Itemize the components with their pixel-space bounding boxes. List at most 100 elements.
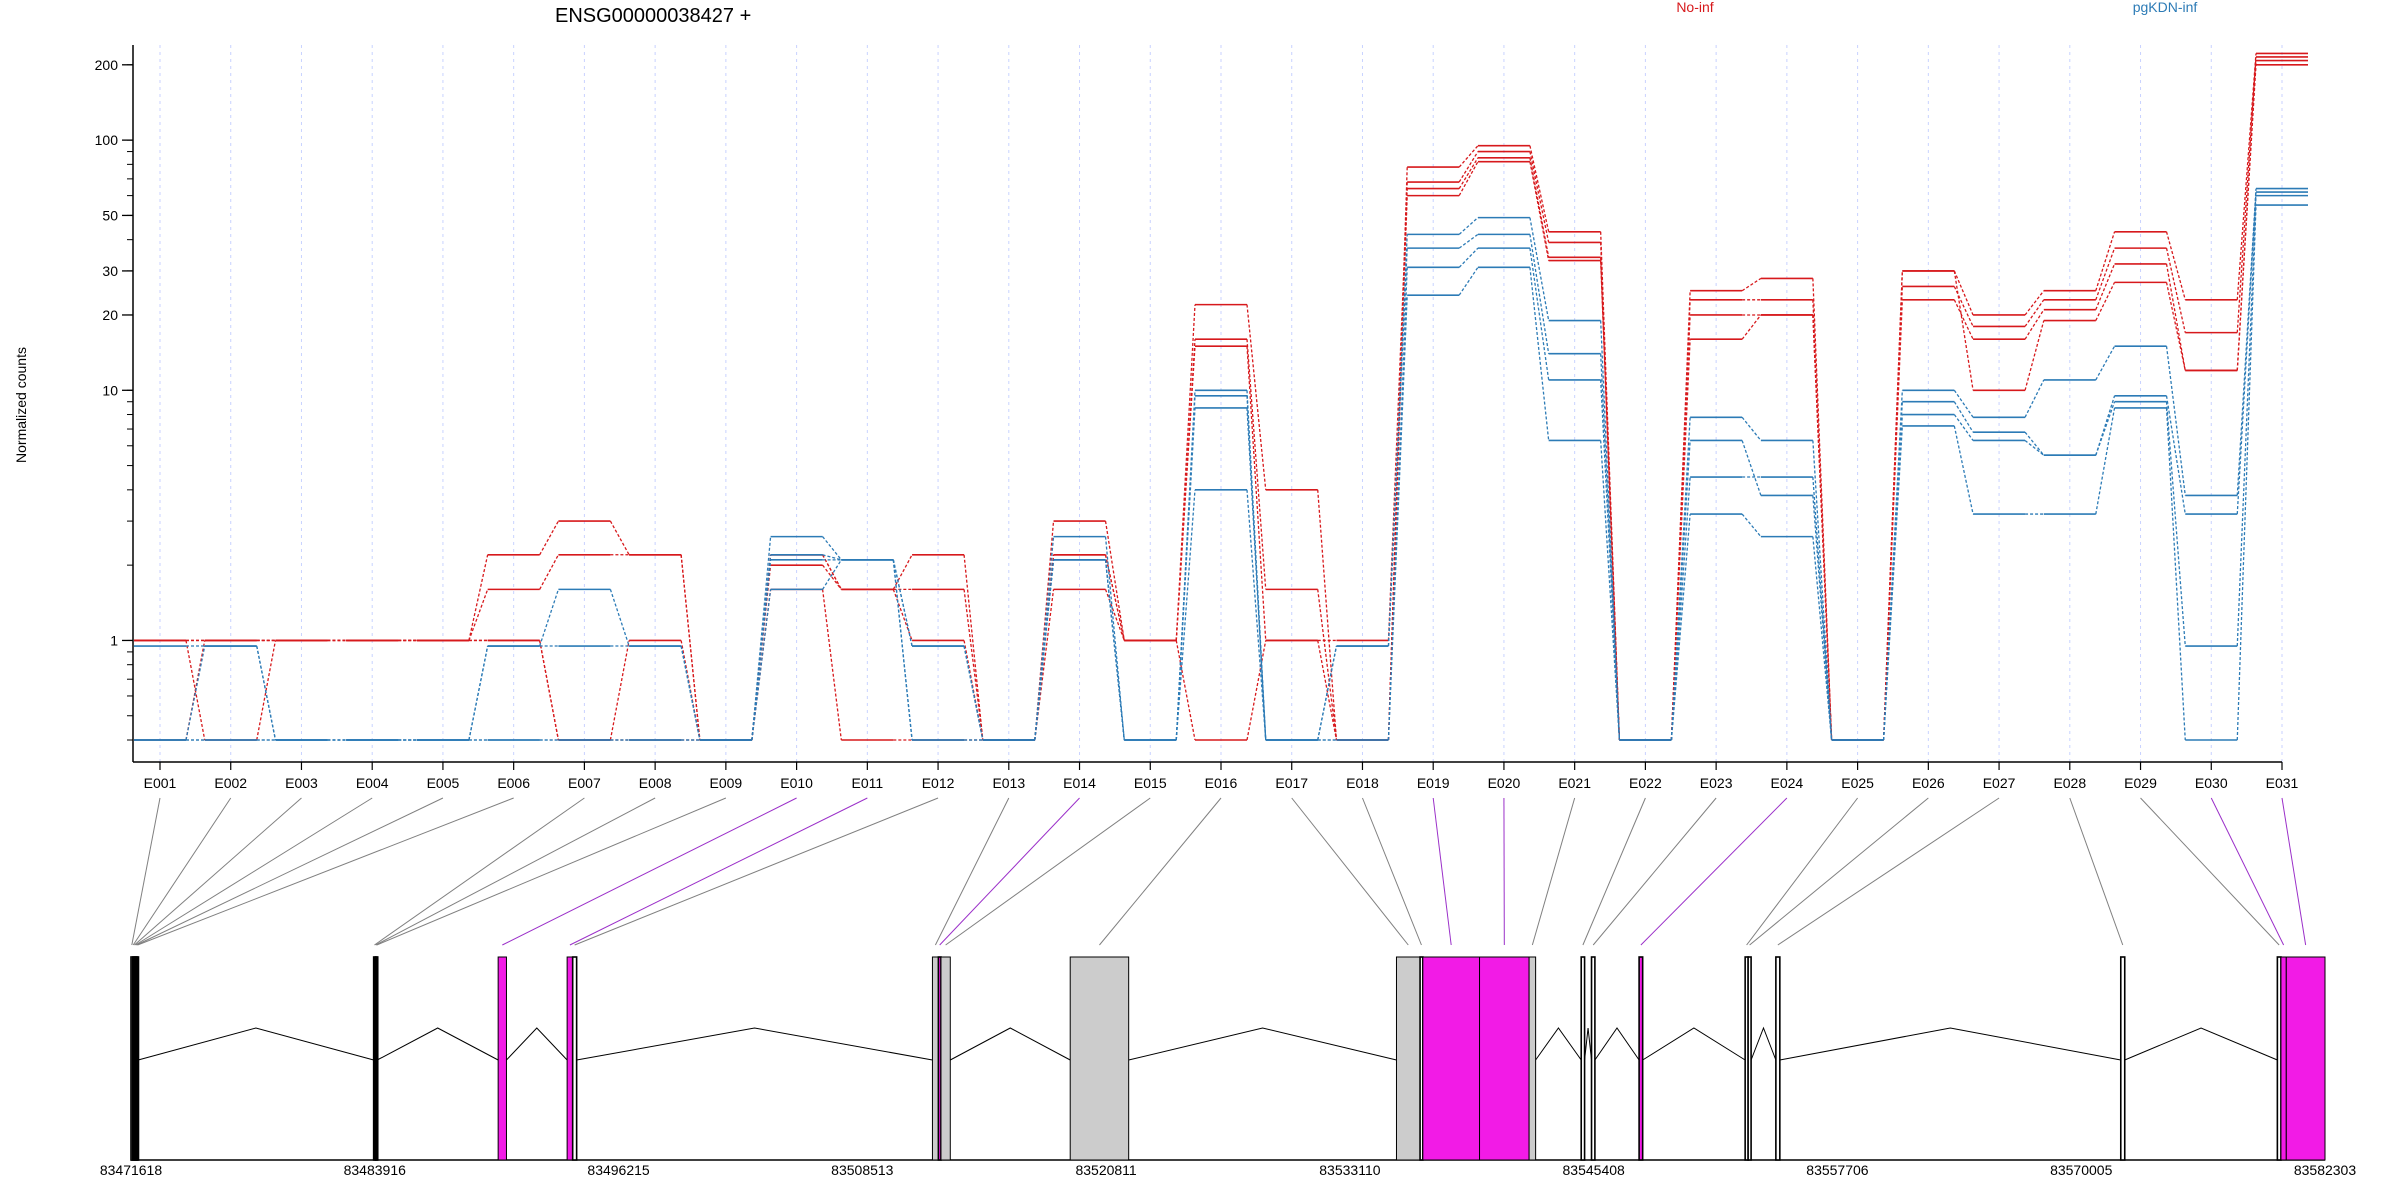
data-connector bbox=[2095, 345, 2116, 381]
data-connector bbox=[2024, 290, 2045, 316]
exon-connector bbox=[1291, 797, 1409, 946]
data-connector bbox=[1953, 270, 1974, 316]
exon-connector bbox=[376, 797, 727, 946]
data-connector bbox=[1882, 425, 1903, 741]
x-tick-label: E003 bbox=[285, 775, 318, 791]
intron bbox=[376, 1027, 499, 1061]
x-tick-label: E019 bbox=[1417, 775, 1450, 791]
series-lines bbox=[134, 52, 2308, 741]
exon-bin bbox=[1069, 956, 1130, 1161]
data-connector bbox=[539, 554, 559, 590]
data-connector bbox=[2095, 395, 2116, 456]
x-tick-label: E009 bbox=[710, 775, 743, 791]
data-connector bbox=[1387, 295, 1408, 741]
gene-model bbox=[130, 956, 2326, 1161]
genomic-position-label: 83582303 bbox=[2294, 1162, 2357, 1178]
intron bbox=[1535, 1027, 1582, 1061]
intron bbox=[576, 1027, 933, 1061]
data-connector bbox=[609, 589, 630, 647]
y-tick-label: 1 bbox=[110, 632, 118, 648]
data-connector bbox=[1953, 299, 1974, 340]
data-connector bbox=[2095, 407, 2116, 515]
exon-connector bbox=[1640, 797, 1788, 946]
gridlines bbox=[159, 45, 2283, 762]
data-connector bbox=[1670, 339, 1691, 741]
x-tick-label: E010 bbox=[780, 775, 813, 791]
data-connector bbox=[1812, 495, 1833, 741]
exon-connector bbox=[1432, 797, 1452, 946]
exon-bin bbox=[1747, 956, 1752, 1161]
intron bbox=[1642, 1027, 1746, 1061]
intron bbox=[1594, 1027, 1640, 1061]
exon-bin bbox=[1590, 956, 1596, 1161]
series-3 bbox=[134, 59, 2308, 741]
legend-entry-pgkdn-inf: pgKDN-inf bbox=[2133, 0, 2198, 15]
data-connector bbox=[2236, 205, 2257, 741]
exon-bin bbox=[2119, 956, 2126, 1161]
data-connector bbox=[1953, 401, 1974, 433]
data-connector bbox=[963, 645, 984, 741]
exon-connector bbox=[131, 797, 161, 946]
data-connector bbox=[1034, 536, 1055, 741]
genomic-axis-labels: 83471618 83483916 83496215 83508513 83520811… bbox=[100, 1162, 2357, 1178]
y-tick-label: 200 bbox=[95, 57, 119, 73]
data-connector bbox=[2024, 439, 2045, 456]
data-connector bbox=[2236, 195, 2257, 647]
exon-connector bbox=[1531, 797, 1576, 946]
data-connector bbox=[892, 559, 913, 741]
exon-bin bbox=[1638, 956, 1644, 1161]
exon-bin bbox=[1580, 956, 1586, 1161]
data-connector bbox=[1458, 247, 1479, 268]
exon-connector bbox=[1592, 797, 1717, 946]
data-connector bbox=[1458, 161, 1479, 196]
data-connector bbox=[1812, 314, 1833, 741]
x-tick-label: E030 bbox=[2195, 775, 2228, 791]
data-connector bbox=[822, 564, 842, 590]
data-connector bbox=[892, 554, 913, 590]
genomic-position-label: 83533110 bbox=[1319, 1162, 1380, 1178]
x-tick-label: E031 bbox=[2266, 775, 2299, 791]
data-connector bbox=[822, 554, 842, 561]
data-connector bbox=[1034, 559, 1055, 741]
data-connector bbox=[1670, 514, 1691, 741]
data-connector bbox=[1387, 248, 1408, 647]
x-tick-label: E023 bbox=[1700, 775, 1733, 791]
data-connector bbox=[468, 645, 489, 741]
genomic-position-label: 83545408 bbox=[1563, 1162, 1626, 1178]
exon-connector bbox=[1746, 797, 1858, 946]
data-connector bbox=[1600, 440, 1621, 741]
exon-bin bbox=[566, 956, 574, 1161]
data-connector bbox=[1741, 416, 1762, 441]
exon-connector bbox=[569, 797, 868, 946]
exon-connector bbox=[134, 797, 302, 946]
data-connector bbox=[1175, 407, 1196, 741]
x-tick-label: E004 bbox=[356, 775, 389, 791]
data-connector bbox=[2236, 56, 2257, 333]
x-tick-label: E016 bbox=[1205, 775, 1238, 791]
data-connector bbox=[609, 640, 630, 741]
data-connector bbox=[2024, 431, 2045, 456]
data-connector bbox=[2024, 320, 2045, 391]
data-connector bbox=[1953, 425, 1974, 515]
intron bbox=[1128, 1027, 1397, 1061]
x-tick-label: E027 bbox=[1983, 775, 2016, 791]
data-connector bbox=[1246, 304, 1267, 490]
x-tick-label: E001 bbox=[144, 775, 177, 791]
data-connector bbox=[1953, 414, 1974, 441]
exon-bin bbox=[571, 956, 578, 1161]
exon-connector bbox=[132, 797, 232, 946]
data-connector bbox=[2095, 247, 2116, 301]
x-tick-label: E028 bbox=[2053, 775, 2086, 791]
data-connector bbox=[1458, 233, 1479, 249]
data-connector bbox=[1741, 513, 1762, 538]
x-tick-label: E026 bbox=[1912, 775, 1945, 791]
data-connector bbox=[1104, 589, 1125, 641]
genomic-position-label: 83508513 bbox=[831, 1162, 894, 1178]
y-axis-label: Normalized counts bbox=[13, 347, 29, 463]
data-connector bbox=[822, 536, 842, 561]
data-connector bbox=[751, 589, 772, 741]
data-connector bbox=[2165, 401, 2186, 647]
exon-bin bbox=[1479, 956, 1530, 1161]
data-connector bbox=[1175, 346, 1196, 641]
intron bbox=[950, 1027, 1071, 1061]
